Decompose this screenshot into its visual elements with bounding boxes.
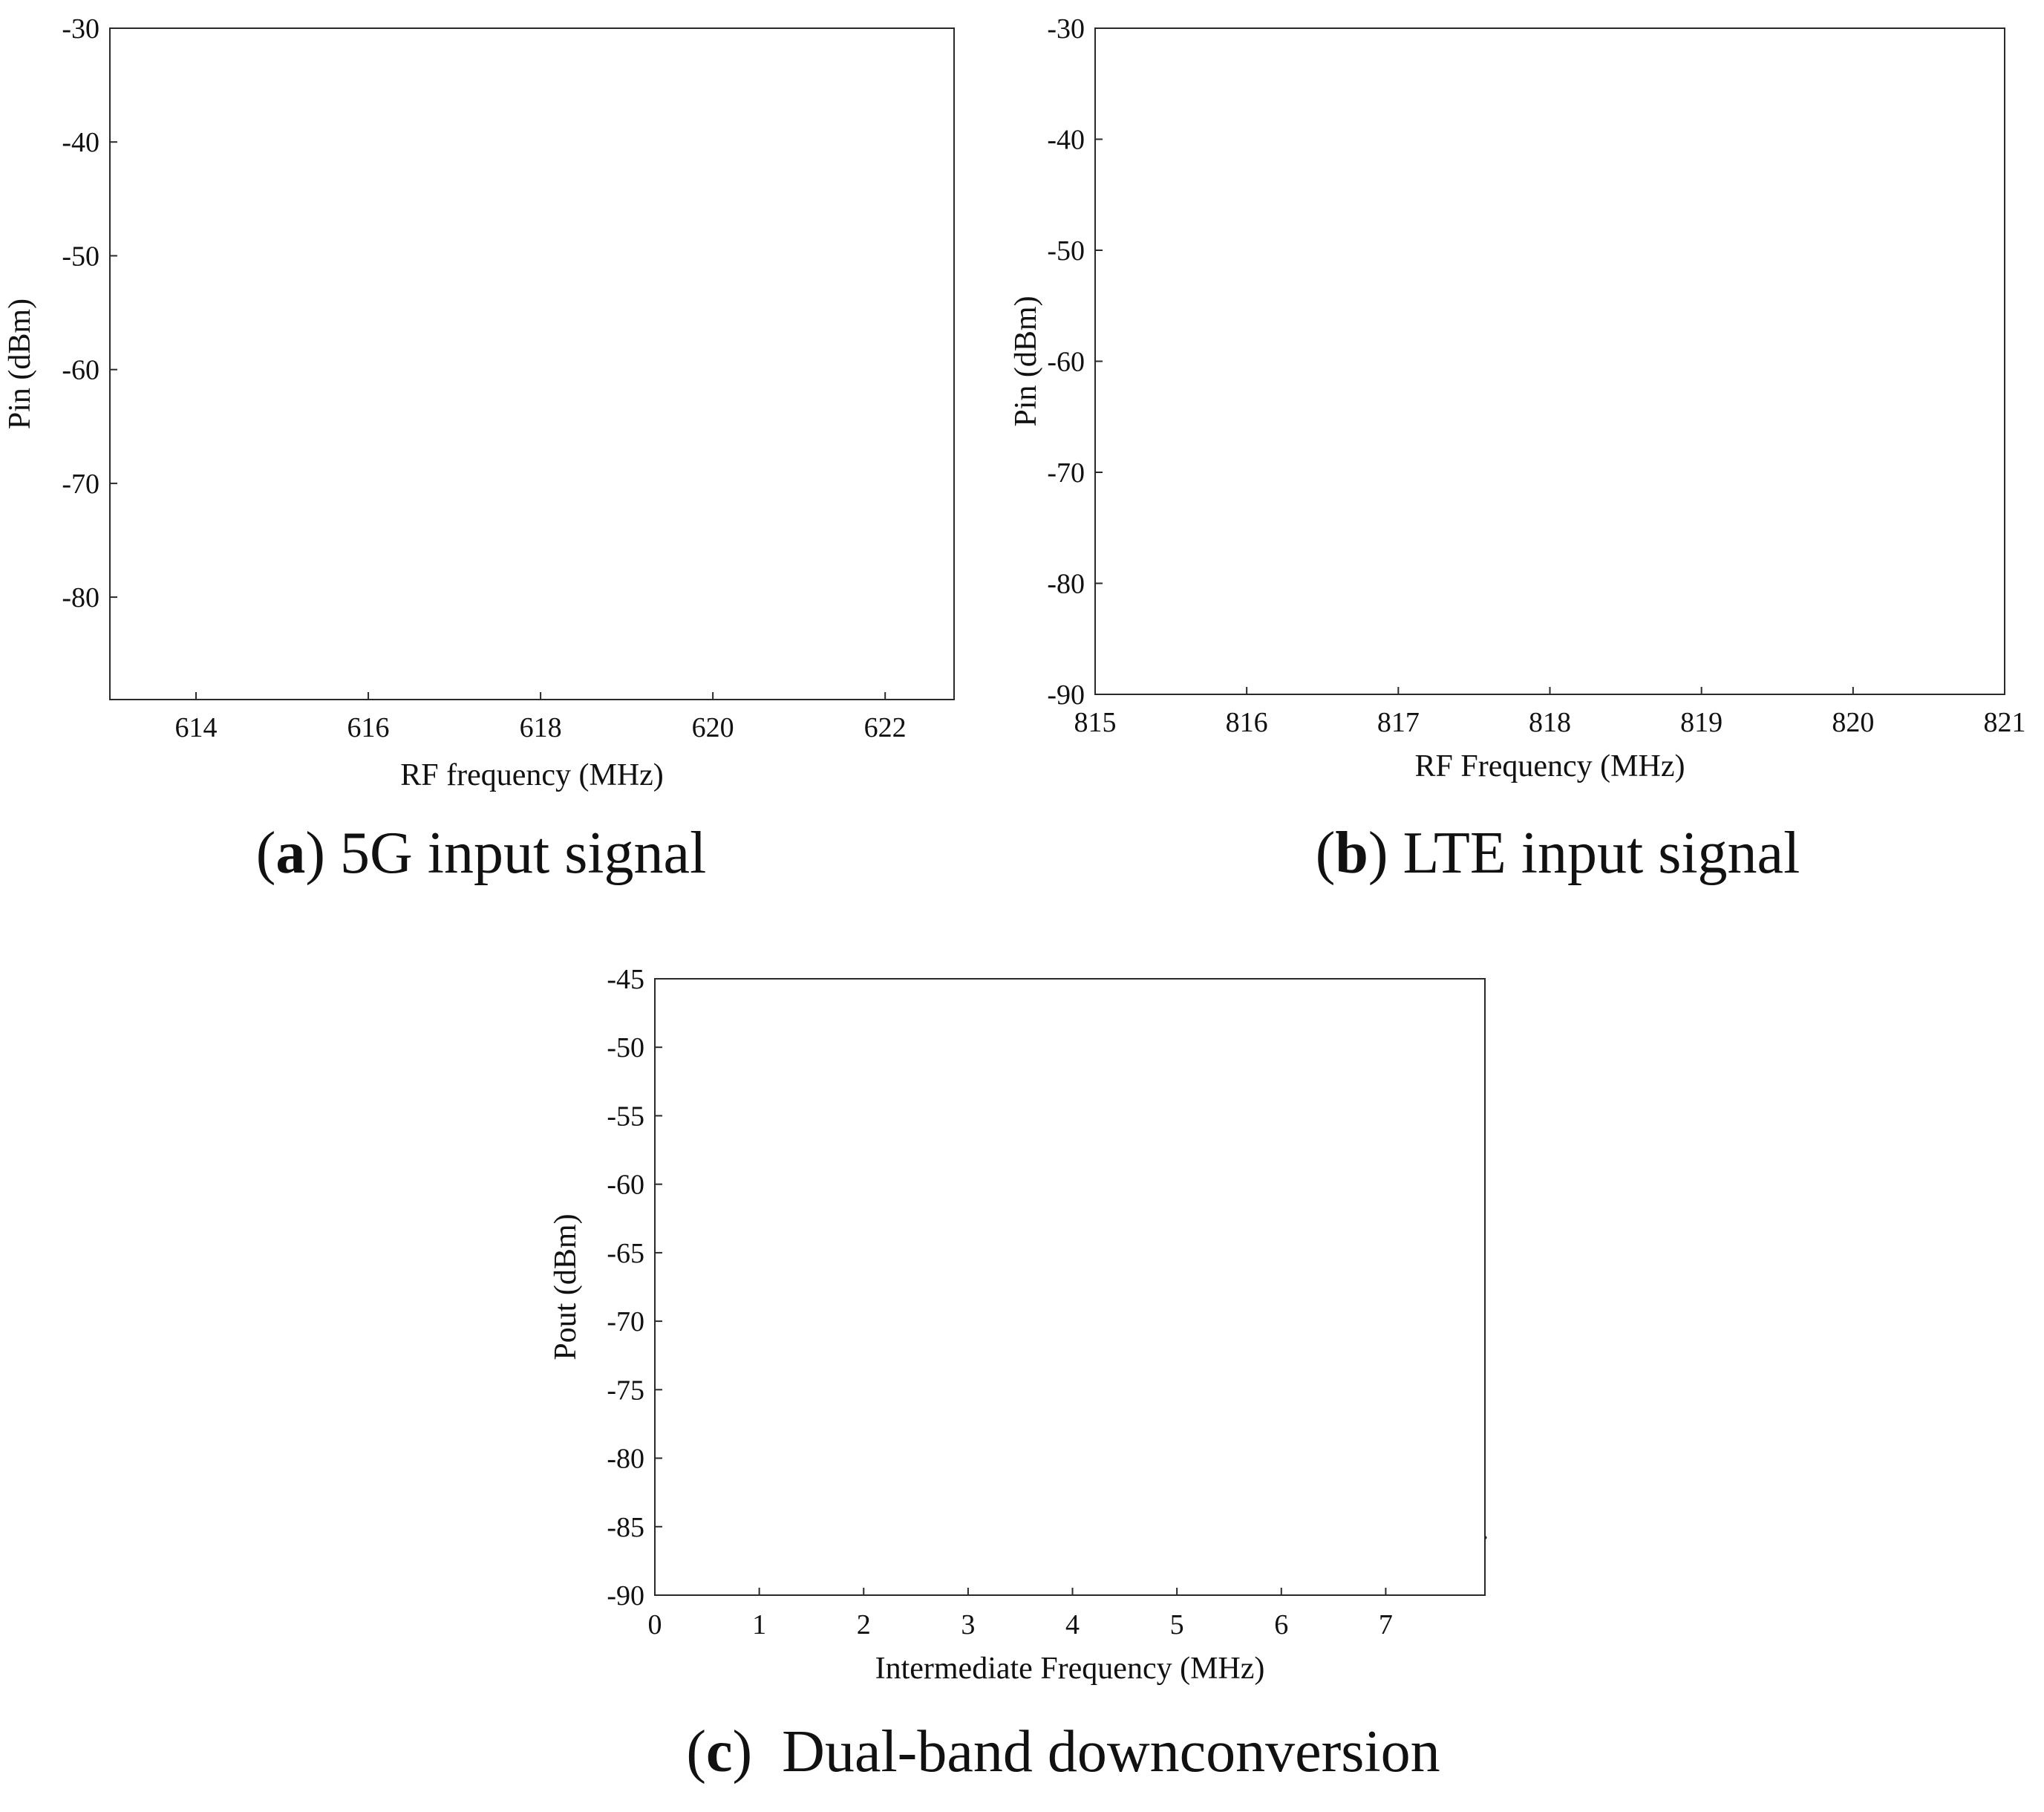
x-tick-label: 821 bbox=[1984, 707, 2026, 738]
y-tick-label: -75 bbox=[607, 1375, 644, 1406]
y-tick-label: -70 bbox=[1047, 457, 1085, 489]
x-tick-label: 4 bbox=[1065, 1609, 1080, 1640]
x-tick-label: 815 bbox=[1074, 707, 1117, 738]
chart-caption: (b) LTE input signal bbox=[1316, 821, 1800, 886]
y-tick-label: -60 bbox=[62, 355, 99, 386]
chart-5g-input-signal: 614 616 618 620 622 -80 -70 -60 -50 -40 -30 RF freq… bbox=[3, 13, 955, 886]
y-tick-label: -60 bbox=[607, 1170, 644, 1201]
caption-paren-open: ( bbox=[256, 821, 276, 886]
x-tick-label: 820 bbox=[1832, 707, 1874, 738]
axes-frame bbox=[654, 978, 1486, 1596]
x-tick-label: 818 bbox=[1529, 707, 1571, 738]
x-tick-label: 1 bbox=[752, 1609, 766, 1640]
caption-paren-close: ) bbox=[733, 1719, 753, 1785]
y-axis-label: Pin (dBm) bbox=[3, 299, 37, 429]
caption-letter: c bbox=[706, 1719, 733, 1785]
x-tick-label: 7 bbox=[1379, 1609, 1393, 1640]
y-tick-label: -60 bbox=[1047, 347, 1085, 378]
y-tick-label: -30 bbox=[62, 13, 99, 45]
x-tick-label: 6 bbox=[1274, 1609, 1288, 1640]
y-tick-label: -65 bbox=[607, 1238, 644, 1269]
x-tick-label: 816 bbox=[1226, 707, 1268, 738]
x-axis-label: RF Frequency (MHz) bbox=[1415, 749, 1685, 783]
caption-paren-open: ( bbox=[686, 1719, 706, 1785]
x-tick-label: 618 bbox=[520, 712, 562, 743]
y-tick-label: -50 bbox=[62, 241, 99, 272]
y-tick-label: -40 bbox=[1047, 125, 1085, 156]
x-tick-label: 5 bbox=[1170, 1609, 1184, 1640]
y-tick-label: -55 bbox=[607, 1101, 644, 1132]
x-tick-label: 614 bbox=[175, 712, 218, 743]
caption-letter: a bbox=[275, 821, 305, 886]
caption-paren-close: ) bbox=[1368, 821, 1388, 886]
x-tick-label: 0 bbox=[648, 1609, 662, 1640]
y-tick-label: -80 bbox=[1047, 569, 1085, 600]
y-tick-label: -45 bbox=[607, 964, 644, 995]
y-tick-label: -50 bbox=[607, 1032, 644, 1063]
axes-frame bbox=[109, 27, 955, 700]
caption-letter: b bbox=[1335, 821, 1368, 886]
chart-caption: (c) Dual-band downconversion bbox=[686, 1719, 1440, 1785]
y-axis-label: Pin (dBm) bbox=[1009, 296, 1043, 426]
x-tick-label: 819 bbox=[1680, 707, 1723, 738]
y-tick-label: -70 bbox=[607, 1306, 644, 1337]
y-tick-label: -80 bbox=[62, 582, 99, 613]
chart-dual-band-downconversion: 0 1 2 3 4 5 6 7 -90 -85 -80 -75 -70 -65 -60 -55 -50 -45 In… bbox=[549, 964, 1487, 1785]
x-tick-label: 620 bbox=[692, 712, 734, 743]
caption-text: 5G input signal bbox=[325, 821, 706, 886]
x-axis-label: Intermediate Frequency (MHz) bbox=[875, 1652, 1265, 1686]
x-axis-label: RF frequency (MHz) bbox=[400, 758, 664, 792]
chart-lte-input-signal: 815 816 817 818 819 820 821 -90 -80 -70 -60 -50 -40 -… bbox=[1009, 13, 2026, 886]
y-tick-label: -30 bbox=[1047, 13, 1085, 45]
x-tick-label: 622 bbox=[864, 712, 907, 743]
axes-frame bbox=[1094, 27, 2005, 695]
caption-text: LTE input signal bbox=[1388, 821, 1800, 886]
caption-paren-open: ( bbox=[1316, 821, 1336, 886]
caption-text: Dual-band downconversion bbox=[752, 1719, 1440, 1785]
y-tick-label: -90 bbox=[1047, 680, 1085, 711]
y-tick-label: -85 bbox=[607, 1512, 644, 1543]
y-tick-label: -50 bbox=[1047, 235, 1085, 267]
caption-paren-close: ) bbox=[305, 821, 325, 886]
y-tick-label: -90 bbox=[607, 1580, 644, 1611]
y-tick-label: -40 bbox=[62, 127, 99, 158]
chart-caption: (a) 5G input signal bbox=[256, 821, 707, 886]
y-tick-label: -80 bbox=[607, 1444, 644, 1475]
x-tick-label: 2 bbox=[857, 1609, 871, 1640]
x-tick-label: 817 bbox=[1377, 707, 1420, 738]
y-tick-label: -70 bbox=[62, 469, 99, 500]
x-tick-label: 3 bbox=[961, 1609, 975, 1640]
x-tick-label: 616 bbox=[347, 712, 390, 743]
y-axis-label: Pout (dBm) bbox=[549, 1213, 583, 1360]
